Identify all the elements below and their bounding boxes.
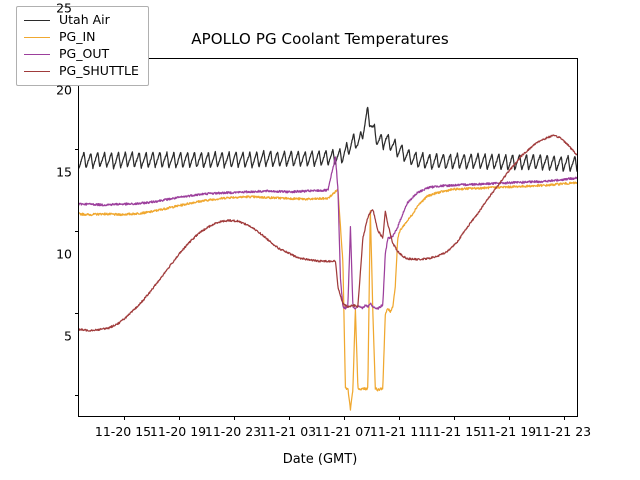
chart-title: APOLLO PG Coolant Temperatures bbox=[191, 30, 449, 48]
x-tick-label: 11-21 03 bbox=[259, 424, 317, 439]
legend-label: PG_OUT bbox=[59, 46, 110, 62]
x-tick-mark bbox=[564, 416, 566, 420]
x-tick-mark bbox=[509, 416, 511, 420]
series-pg-shuttle bbox=[79, 134, 577, 332]
y-tick-label: 15 bbox=[56, 164, 72, 180]
y-tick-mark bbox=[75, 395, 79, 397]
legend-color-swatch bbox=[24, 54, 50, 55]
legend-item: PG_SHUTTLE bbox=[24, 63, 139, 80]
x-tick-mark bbox=[454, 416, 456, 420]
x-tick-label: 11-21 07 bbox=[314, 424, 372, 439]
y-tick-label: 5 bbox=[64, 328, 72, 344]
x-tick-label: 11-21 23 bbox=[534, 424, 592, 439]
x-tick-label: 11-21 11 bbox=[369, 424, 427, 439]
y-tick-mark bbox=[75, 149, 79, 151]
x-tick-mark bbox=[344, 416, 346, 420]
y-tick-label: 25 bbox=[56, 0, 72, 16]
x-tick-label: 11-20 23 bbox=[204, 424, 262, 439]
y-tick-label: 20 bbox=[56, 82, 72, 98]
chart-legend: Utah Air PG_IN PG_OUT PG_SHUTTLE bbox=[16, 6, 149, 86]
legend-item: PG_OUT bbox=[24, 46, 139, 63]
x-tick-label: 11-20 19 bbox=[149, 424, 207, 439]
legend-color-swatch bbox=[24, 20, 50, 21]
legend-label: PG_SHUTTLE bbox=[59, 63, 139, 79]
x-tick-mark bbox=[179, 416, 181, 420]
legend-color-swatch bbox=[24, 71, 50, 72]
x-tick-label: 11-21 19 bbox=[479, 424, 537, 439]
x-tick-mark bbox=[399, 416, 401, 420]
y-tick-label: 10 bbox=[56, 246, 72, 262]
x-tick-mark bbox=[289, 416, 291, 420]
legend-label: Utah Air bbox=[59, 12, 110, 28]
legend-color-swatch bbox=[24, 37, 50, 38]
series-pg-out bbox=[79, 156, 577, 310]
x-tick-mark bbox=[234, 416, 236, 420]
series-pg-in bbox=[79, 181, 577, 411]
y-tick-mark bbox=[75, 231, 79, 233]
legend-label: PG_IN bbox=[59, 29, 96, 45]
legend-item: PG_IN bbox=[24, 29, 139, 46]
x-tick-mark bbox=[124, 416, 126, 420]
y-tick-mark bbox=[75, 313, 79, 315]
plot-area bbox=[75, 58, 578, 420]
series-utah-air bbox=[79, 106, 577, 172]
x-tick-label: 11-21 15 bbox=[424, 424, 482, 439]
legend-item: Utah Air bbox=[24, 12, 139, 29]
x-axis-label: Date (GMT) bbox=[282, 452, 358, 467]
x-tick-label: 11-20 15 bbox=[94, 424, 152, 439]
series-canvas bbox=[79, 106, 577, 411]
